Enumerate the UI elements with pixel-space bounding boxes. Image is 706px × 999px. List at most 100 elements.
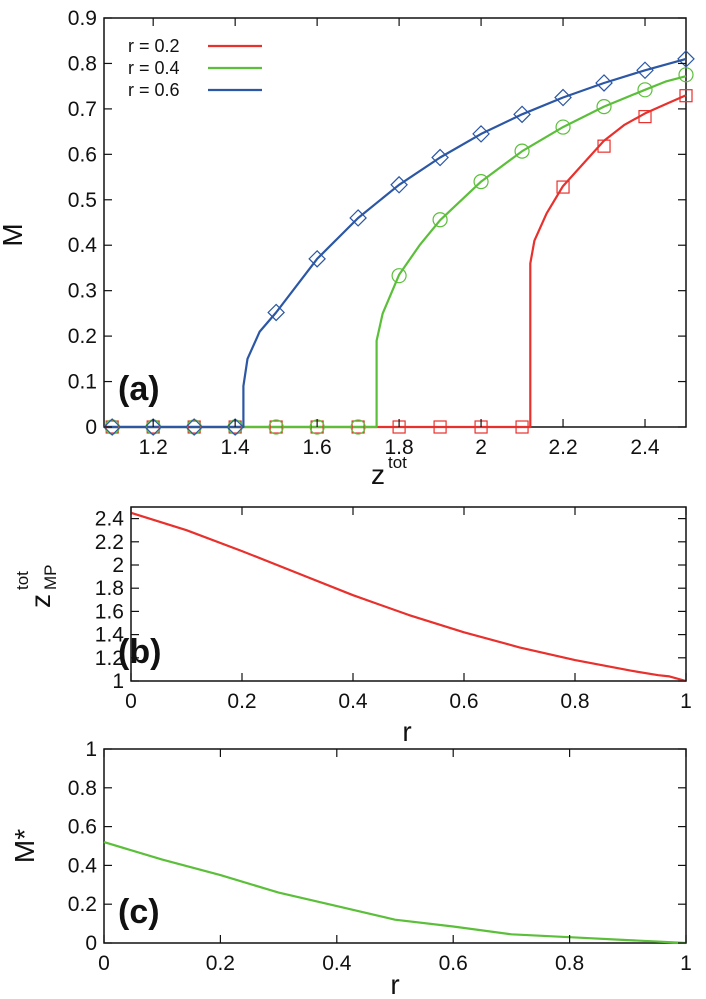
x-tick-label-a: 1.8 [384,436,413,459]
x-axis-label-c: r [390,969,399,999]
marker-diamond [636,61,654,80]
panel-a: 1.2 1.4 1.6 1.8 2 2.2 2.4 0 0.1 0.2 0.3 0.4 0.5 0.6 0.… [0,7,695,490]
legend-label: r = 0.2 [128,36,180,56]
panel-c: 0 0.2 0.4 0.6 0.8 1 0 0.2 0.4 0.6 0.8 1 M* r (c) [9,738,692,999]
panel-b: 0 0.2 0.4 0.6 0.8 111.21.41.61.822.22.4 z tot… [13,506,692,747]
x-tick-label-b: 1 [680,690,692,713]
marker-square [515,420,529,434]
marker-diamond [267,303,285,322]
x-tick-label-c: 0.4 [322,952,352,975]
marker-square [638,110,652,124]
x-tick-label-b: 0 [125,690,137,713]
y-axis-label-a: M [0,223,28,246]
y-tick-label-a: 0.8 [68,52,97,75]
marker-square [433,420,447,434]
marker-diamond [349,209,367,227]
x-tick-label-b: 0.8 [560,690,589,713]
y-tick-label-c: 0.4 [68,854,98,877]
x-axis-label-a-sup: tot [388,453,407,472]
marker-circle [473,174,489,190]
y-tick-label-b: 1 [112,670,124,693]
marker-square [556,180,570,194]
marker-circle [678,67,694,83]
marker-diamond [595,74,613,92]
plot-frame-b [130,506,687,682]
y-tick-label-b: 1.8 [95,577,124,600]
legend-label: r = 0.4 [128,58,180,78]
marker-square [597,139,611,153]
marker-square [269,420,283,434]
y-tick-label-c: 0.2 [68,893,97,916]
y-tick-label-a: 0.7 [68,98,97,121]
x-axis-label-a: z tot [371,453,407,490]
y-tick-label-a: 0 [85,416,97,439]
x-tick-label-c: 0.2 [206,952,235,975]
panel-label-a: (a) [118,370,160,408]
marker-circle [350,419,366,435]
marker-diamond [554,88,572,107]
marker-circle [555,119,571,135]
marker-circle [186,419,202,435]
marker-diamond [308,250,326,268]
panel-label-b: (b) [118,633,161,671]
x-tick-label-a: 2.4 [630,436,660,459]
x-tick-label-c: 0.6 [439,952,468,975]
marker-circle [268,419,284,435]
series-line-a-2 [104,57,687,429]
marker-square [679,89,693,103]
marker-circle [514,143,530,159]
marker-diamond [677,50,695,68]
x-tick-label-c: 0 [98,952,110,975]
x-tick-label-b: 0.4 [338,690,368,713]
marker-circle [596,99,612,115]
y-tick-label-c: 0.8 [68,777,97,800]
marker-diamond [185,418,204,436]
marker-circle [637,82,653,98]
series-line-a-0 [104,94,687,429]
x-tick-label-c: 1 [680,952,692,975]
x-tick-label-a: 2.2 [548,436,577,459]
marker-diamond [431,148,449,167]
y-axis-label-b: z tot MP [13,565,60,609]
x-tick-label-c: 0.8 [555,952,584,975]
x-tick-label-a: 2 [475,436,487,459]
x-tick-label-a: 1.4 [221,436,251,459]
y-tick-label-b: 1.2 [95,647,124,670]
y-tick-label-a: 0.1 [68,371,97,394]
marker-diamond [472,125,490,143]
marker-square [187,420,201,434]
y-tick-label-c: 0.6 [68,816,97,839]
y-axis-label-b-sup: tot [13,571,32,590]
series-line-b-0 [130,511,687,683]
x-axis-label-b: r [402,716,411,747]
plot-frame-c [103,748,687,944]
y-tick-label-a: 0.4 [68,234,98,257]
y-tick-label-c: 1 [85,738,97,761]
x-tick-label-b: 0.2 [227,690,256,713]
y-tick-label-a: 0.6 [68,143,97,166]
panel-label-c: (c) [118,893,160,931]
marker-diamond [390,175,408,194]
marker-diamond [144,418,163,436]
x-tick-label-b: 0.6 [449,690,478,713]
series-line-a-1 [104,75,687,429]
x-tick-label-a: 1.2 [139,436,168,459]
series-line-c-0 [103,841,687,945]
y-axis-label-b-base: z [25,594,56,608]
marker-circle [391,268,407,284]
legend-a: r = 0.2r = 0.4r = 0.6 [128,36,262,100]
y-tick-label-a: 0.9 [68,7,97,30]
plot-frame-a [103,17,687,428]
y-tick-label-a: 0.2 [68,325,97,348]
y-tick-label-a: 0.5 [68,189,97,212]
y-axis-label-b-sub: MP [41,565,60,591]
y-tick-label-b: 2.4 [95,508,125,531]
y-tick-label-b: 1.4 [95,624,125,647]
y-tick-label-b: 2 [112,554,124,577]
y-tick-label-c: 0 [85,932,97,955]
marker-diamond [103,418,122,436]
marker-diamond [226,418,245,436]
y-tick-label-b: 1.6 [95,600,124,623]
x-tick-label-a: 1.6 [303,436,332,459]
